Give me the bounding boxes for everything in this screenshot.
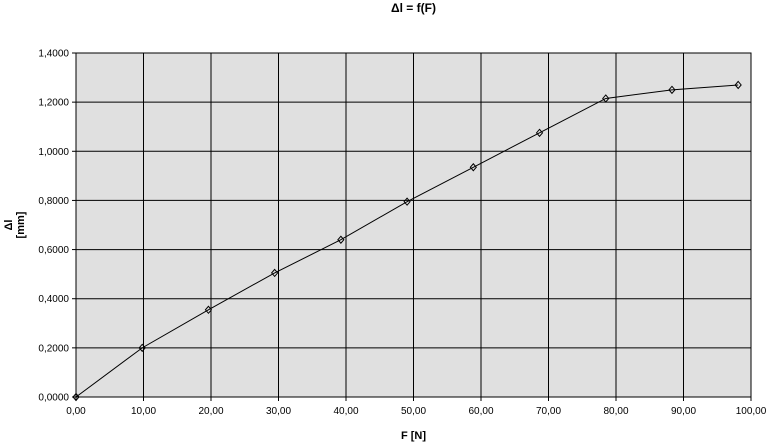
series [72, 80, 742, 402]
y-axis-label: Δl [3, 220, 15, 231]
x-tick-label: 40,00 [333, 406, 358, 417]
x-tick-label: 50,00 [401, 406, 426, 417]
data-point-marker [535, 128, 544, 138]
data-point-marker [204, 305, 213, 315]
data-point-marker [668, 85, 676, 95]
x-tick-label: 20,00 [198, 406, 223, 417]
x-tick-label: 30,00 [266, 406, 291, 417]
data-point-marker [337, 235, 345, 245]
x-axis-label: F [N] [401, 430, 426, 442]
x-tick-label: 0,00 [66, 406, 86, 417]
series-line [75, 84, 739, 398]
y-tick-label: 0,0000 [38, 393, 69, 404]
y-tick-label: 1,0000 [38, 147, 69, 158]
y-tick-label: 1,4000 [38, 49, 69, 60]
data-point-marker [270, 268, 279, 278]
data-point-marker [72, 392, 80, 402]
data-point-marker [602, 94, 610, 103]
x-tick-label: 80,00 [603, 406, 628, 417]
x-tick-label: 100,00 [736, 406, 767, 417]
data-point-marker [734, 80, 742, 90]
data-point-marker [469, 162, 477, 172]
y-axis-unit: [mm] [15, 211, 27, 238]
x-tick-label: 10,00 [131, 406, 156, 417]
tick-labels: 0,00 10,00 20,00 30,00 40,00 50,00 60,00 70,00 8… [38, 49, 766, 418]
y-tick-label: 0,2000 [38, 343, 69, 354]
data-point-marker [403, 197, 411, 206]
y-tick-label: 0,6000 [38, 245, 69, 256]
chart-title: Δl = f(F) [391, 1, 436, 15]
y-tick-label: 0,4000 [38, 294, 69, 305]
x-tick-label: 60,00 [468, 406, 493, 417]
y-tick-label: 0,8000 [38, 196, 69, 207]
x-tick-label: 70,00 [536, 406, 561, 417]
x-tick-label: 90,00 [671, 406, 696, 417]
grid [72, 52, 752, 401]
data-point-marker [138, 343, 146, 353]
y-tick-label: 1,2000 [38, 98, 69, 109]
